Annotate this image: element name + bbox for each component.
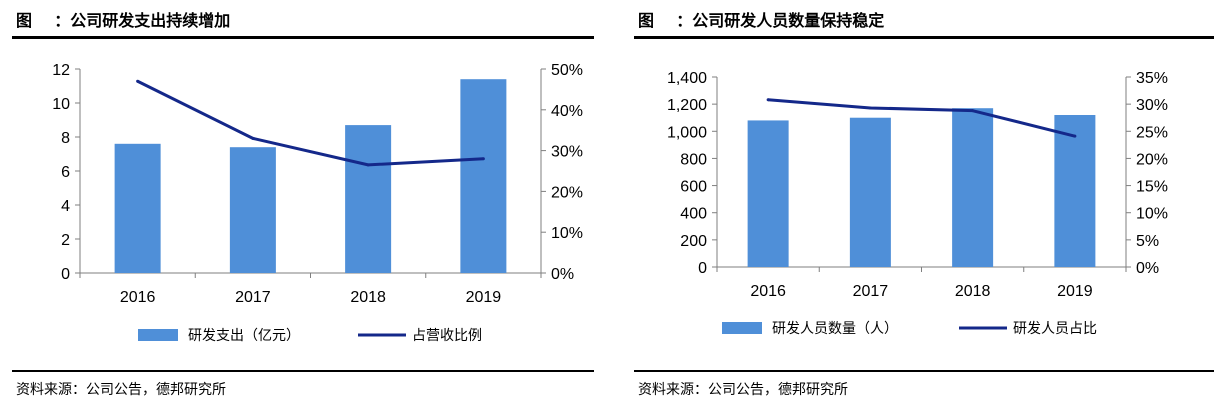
left-legend-bar-label: 研发支出（亿元） bbox=[188, 328, 300, 344]
left-line-point bbox=[366, 163, 370, 167]
right-top-rule bbox=[634, 36, 1214, 39]
right-x-tick-label: 2018 bbox=[955, 283, 991, 300]
right-chart-panel: 图 ：公司研发人员数量保持稳定 0 200 400 600 800 1,000 1,200 1… bbox=[622, 0, 1214, 411]
right-bottom-rule bbox=[634, 370, 1214, 372]
left-legend-bar-swatch bbox=[138, 329, 178, 341]
right-y-left-tick-label: 200 bbox=[680, 233, 707, 250]
right-x-tick-label: 2019 bbox=[1057, 283, 1093, 300]
right-y-left-tick-label: 1,000 bbox=[667, 124, 707, 141]
left-y-left-tick-label: 4 bbox=[61, 198, 70, 215]
left-legend-line-label: 占营收比例 bbox=[412, 328, 482, 344]
left-y-left-tick-label: 10 bbox=[52, 96, 70, 113]
right-y-right-tick-label: 30% bbox=[1136, 97, 1168, 114]
right-chart-title: 图 ：公司研发人员数量保持稳定 bbox=[638, 11, 885, 30]
right-line-point bbox=[868, 106, 872, 110]
left-x-tick-label: 2017 bbox=[235, 289, 271, 306]
left-bottom-rule bbox=[12, 370, 594, 372]
right-y-right-tick-label: 35% bbox=[1136, 70, 1168, 87]
left-bar bbox=[229, 147, 276, 273]
right-legend-bar-label: 研发人员数量（人） bbox=[772, 321, 898, 337]
right-y-right-tick-label: 25% bbox=[1136, 124, 1168, 141]
right-y-right-tick-label: 20% bbox=[1136, 151, 1168, 168]
left-y-right-tick-label: 0% bbox=[551, 266, 574, 283]
left-y-left-tick-label: 12 bbox=[52, 62, 70, 79]
left-y-right-tick-label: 10% bbox=[551, 225, 583, 242]
right-legend-bar-swatch bbox=[722, 322, 762, 334]
left-y-right-tick-label: 40% bbox=[551, 103, 583, 120]
left-bar bbox=[345, 125, 392, 273]
right-legend-line-label: 研发人员占比 bbox=[1013, 321, 1097, 337]
left-bar bbox=[460, 79, 507, 273]
right-line-point bbox=[766, 98, 770, 102]
right-x-tick-label: 2017 bbox=[853, 283, 889, 300]
left-bar bbox=[114, 143, 161, 273]
left-line-point bbox=[481, 157, 485, 161]
right-y-right-tick-label: 15% bbox=[1136, 179, 1168, 196]
left-y-left-tick-label: 2 bbox=[61, 232, 70, 249]
right-source-note: 资料来源：公司公告，德邦研究所 bbox=[638, 382, 848, 398]
left-line-point bbox=[136, 79, 140, 83]
right-chart-svg: 0 200 400 600 800 1,000 1,200 1,400 0% 5% 10% 15% 20… bbox=[667, 70, 1168, 337]
left-chart-title: 图 ：公司研发支出持续增加 bbox=[16, 11, 231, 30]
right-bar bbox=[1054, 115, 1096, 267]
left-y-left-tick-label: 0 bbox=[61, 266, 70, 283]
left-chart-svg: 0 2 4 6 8 10 12 0% 10% 20% 30% 40% 50% 2016 2017 2018 20… bbox=[52, 62, 583, 344]
left-x-tick-label: 2018 bbox=[350, 289, 386, 306]
right-bar bbox=[952, 108, 994, 267]
left-x-tick-label: 2016 bbox=[120, 289, 156, 306]
left-x-tick-label: 2019 bbox=[466, 289, 502, 306]
left-source-note: 资料来源：公司公告，德邦研究所 bbox=[16, 382, 226, 398]
right-y-left-tick-label: 0 bbox=[698, 260, 707, 277]
left-line-point bbox=[251, 136, 255, 140]
left-y-left-tick-label: 6 bbox=[61, 164, 70, 181]
right-x-tick-label: 2016 bbox=[750, 283, 786, 300]
left-y-left-tick-label: 8 bbox=[61, 130, 70, 147]
left-y-right-tick-label: 30% bbox=[551, 144, 583, 161]
right-y-right-tick-label: 10% bbox=[1136, 206, 1168, 223]
right-y-left-tick-label: 800 bbox=[680, 151, 707, 168]
left-chart-panel: 图 ：公司研发支出持续增加 0 2 4 6 8 10 12 0% 10% 20% 30% 40% 50%… bbox=[0, 0, 594, 411]
left-y-right-tick-label: 20% bbox=[551, 184, 583, 201]
right-line-point bbox=[971, 109, 975, 113]
right-y-right-tick-label: 5% bbox=[1136, 233, 1159, 250]
right-bar bbox=[747, 120, 789, 267]
right-y-left-tick-label: 400 bbox=[680, 206, 707, 223]
right-y-left-tick-label: 600 bbox=[680, 179, 707, 196]
right-y-left-tick-label: 1,400 bbox=[667, 70, 707, 87]
left-top-rule bbox=[12, 36, 594, 39]
right-line-series bbox=[768, 98, 1076, 138]
right-y-right-tick-label: 0% bbox=[1136, 260, 1159, 277]
left-line-series bbox=[136, 79, 484, 167]
right-y-left-tick-label: 1,200 bbox=[667, 97, 707, 114]
right-bar bbox=[849, 117, 891, 267]
left-y-right-tick-label: 50% bbox=[551, 62, 583, 79]
right-line-point bbox=[1073, 134, 1077, 138]
